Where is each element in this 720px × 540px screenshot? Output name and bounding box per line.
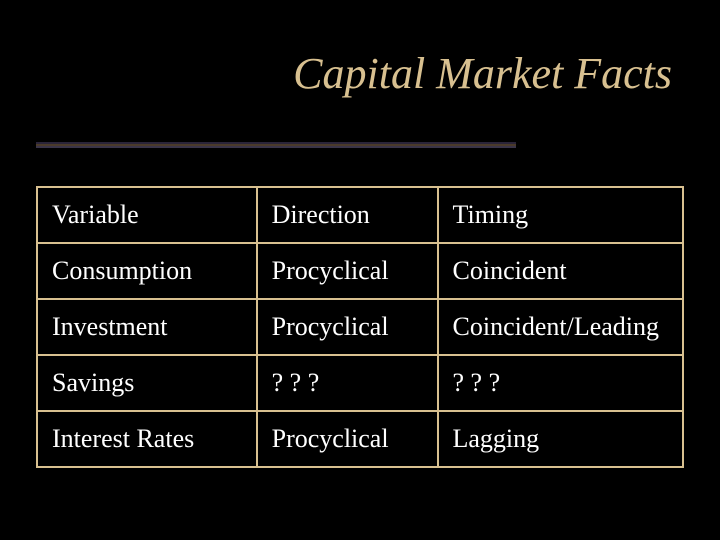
table-row: Investment Procyclical Coincident/Leadin…	[37, 299, 683, 355]
facts-table: Variable Direction Timing Consumption Pr…	[36, 186, 684, 468]
table-header-row: Variable Direction Timing	[37, 187, 683, 243]
cell-direction: Procyclical	[257, 243, 438, 299]
col-header-timing: Timing	[438, 187, 684, 243]
table-row: Consumption Procyclical Coincident	[37, 243, 683, 299]
col-header-direction: Direction	[257, 187, 438, 243]
cell-timing: Coincident	[438, 243, 684, 299]
cell-timing: ? ? ?	[438, 355, 684, 411]
title-divider	[36, 142, 516, 148]
cell-timing: Lagging	[438, 411, 684, 467]
slide-title: Capital Market Facts	[293, 48, 672, 99]
cell-direction: Procyclical	[257, 411, 438, 467]
facts-table-wrap: Variable Direction Timing Consumption Pr…	[36, 186, 684, 468]
cell-variable: Interest Rates	[37, 411, 257, 467]
table-row: Savings ? ? ? ? ? ?	[37, 355, 683, 411]
cell-direction: Procyclical	[257, 299, 438, 355]
cell-timing: Coincident/Leading	[438, 299, 684, 355]
cell-variable: Consumption	[37, 243, 257, 299]
cell-direction: ? ? ?	[257, 355, 438, 411]
col-header-variable: Variable	[37, 187, 257, 243]
cell-variable: Savings	[37, 355, 257, 411]
table-row: Interest Rates Procyclical Lagging	[37, 411, 683, 467]
cell-variable: Investment	[37, 299, 257, 355]
